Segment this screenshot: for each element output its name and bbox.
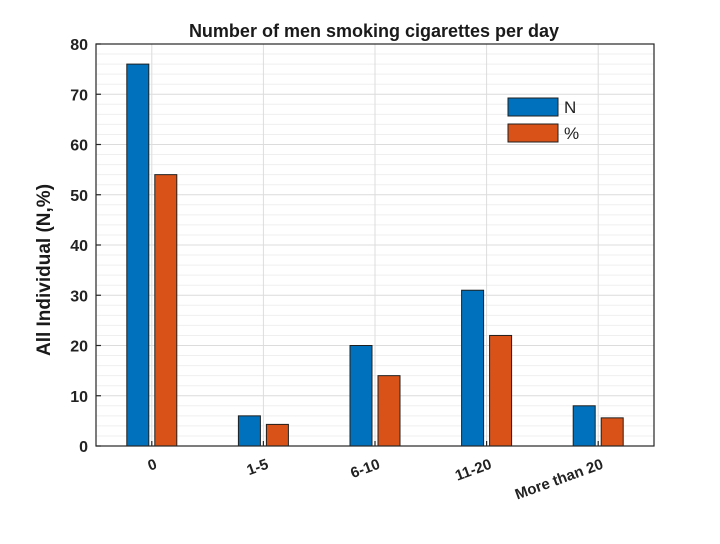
y-tick-label: 50	[70, 188, 88, 205]
y-tick-label: 10	[70, 389, 88, 406]
legend-label: N	[564, 98, 576, 117]
bar-percent	[265, 423, 289, 447]
legend: N%	[507, 97, 579, 143]
x-tick-label: 11-20	[453, 456, 494, 485]
bar-n	[461, 289, 485, 447]
y-tick-label: 20	[70, 339, 88, 356]
y-tick-label: 60	[70, 138, 88, 155]
bar-n	[126, 63, 150, 447]
bar-n	[349, 345, 373, 447]
y-tick-label: 70	[70, 87, 88, 104]
bar-percent	[377, 375, 401, 447]
x-tick-label: 1-5	[245, 456, 271, 479]
legend-label: %	[564, 124, 579, 143]
y-axis-label: All Individual (N,%)	[34, 184, 55, 356]
bar-percent	[489, 334, 513, 447]
legend-swatch	[507, 97, 559, 117]
legend-swatch	[507, 123, 559, 143]
bar-percent	[600, 417, 624, 447]
y-tick-label: 40	[70, 238, 88, 255]
x-tick-label: 6-10	[348, 456, 382, 482]
bar-n	[237, 415, 261, 447]
chart-title: Number of men smoking cigarettes per day	[189, 21, 559, 41]
y-axis-ticks: 0 10 20 30 40 50 60 70 80	[70, 37, 101, 456]
bar-n	[572, 405, 596, 447]
x-tick-label: 0	[146, 456, 160, 475]
x-tick-label: More than 20	[513, 456, 606, 504]
bars	[126, 63, 624, 447]
y-tick-label: 30	[70, 288, 88, 305]
y-tick-label: 80	[70, 37, 88, 54]
bar-percent	[154, 174, 178, 447]
x-axis-ticks: 0 1-5 6-10 11-20 More than 20	[146, 441, 606, 503]
grid	[96, 43, 654, 447]
y-tick-label: 0	[79, 439, 88, 456]
